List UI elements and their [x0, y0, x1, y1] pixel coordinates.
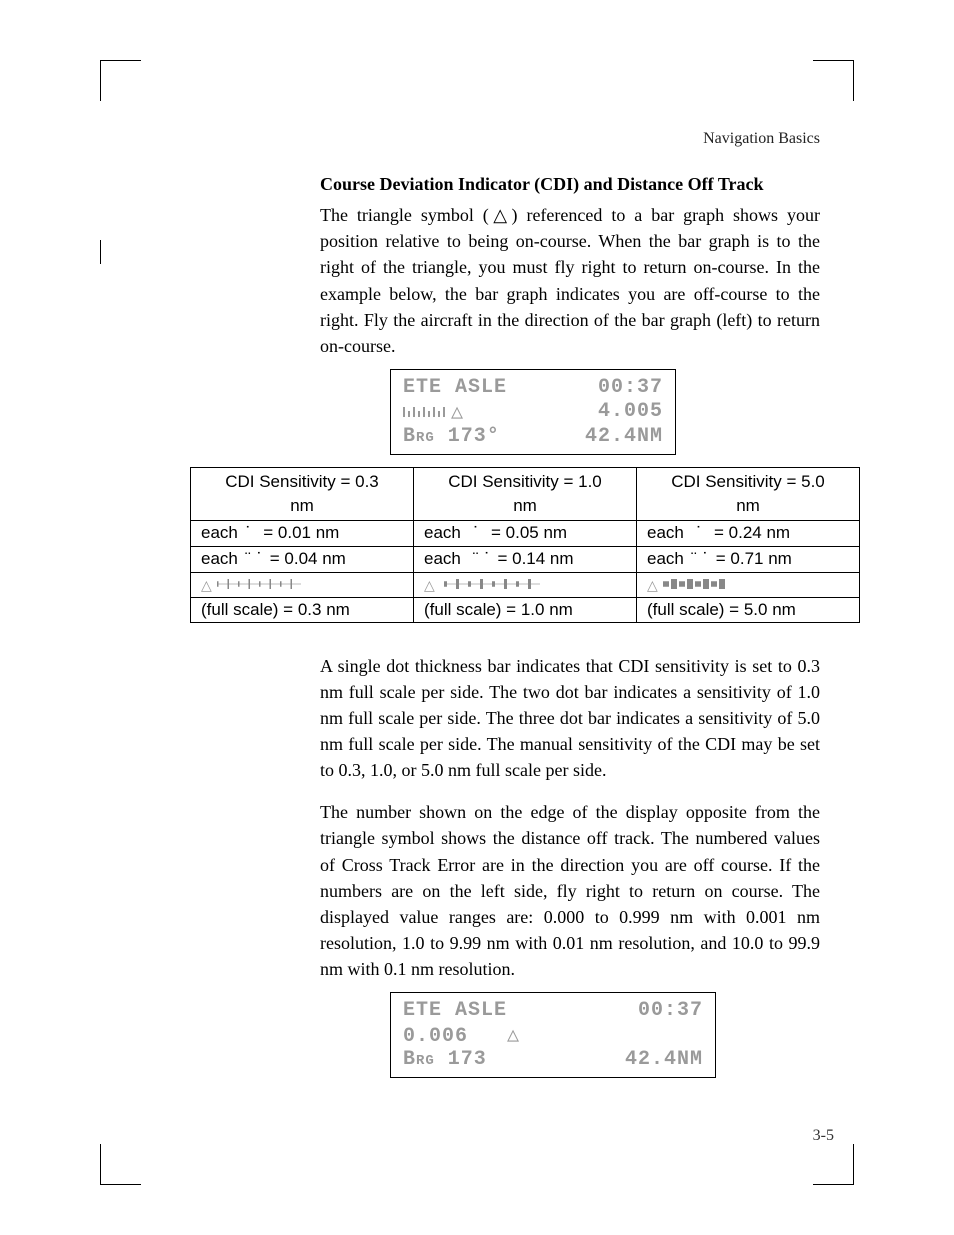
crop-mark-tl: [100, 60, 141, 101]
crop-mark-mid: [100, 240, 101, 264]
sens-col3-header: CDI Sensitivity = 5.0: [637, 467, 860, 494]
sens-c1-full: (full scale) = 0.3 nm: [191, 597, 414, 622]
para-3: The number shown on the edge of the disp…: [320, 799, 820, 982]
sens-c1-dot2: each ¨˙ = 0.04 nm: [191, 546, 414, 572]
lcd1-ete-value: 00:37: [598, 376, 663, 399]
cdi-bar-graph: [403, 407, 445, 417]
para-2: A single dot thickness bar indicates tha…: [320, 653, 820, 783]
sens-c3-bars: △: [637, 572, 860, 597]
sens-c3-dot2: each ¨˙ = 0.71 nm: [637, 546, 860, 572]
lcd1-dist-value: 42.4NM: [585, 425, 663, 448]
para-1: The triangle symbol (△) referenced to a …: [320, 202, 820, 359]
sens-c2-full: (full scale) = 1.0 nm: [414, 597, 637, 622]
sens-c3-dot1: each ˙ = 0.24 nm: [637, 520, 860, 546]
cdi-triangle-icon: △: [451, 399, 464, 425]
lcd1-brg-label: Brg 173°: [403, 425, 500, 448]
lcd1-ete-label: ETE ASLE: [403, 376, 507, 399]
page-number: 3-5: [813, 1127, 834, 1145]
section-title: Course Deviation Indicator (CDI) and Dis…: [320, 172, 820, 196]
sens-col3-unit: nm: [637, 494, 860, 521]
sens-col2-unit: nm: [414, 494, 637, 521]
lcd2-triangle-icon: △: [507, 1025, 520, 1048]
sens-c2-dot2: each ¨˙ = 0.14 nm: [414, 546, 637, 572]
sens-col2-header: CDI Sensitivity = 1.0: [414, 467, 637, 494]
sens-c1-bars: △: [191, 572, 414, 597]
crop-mark-tr: [813, 60, 854, 101]
lcd2-xte-value: 0.006: [403, 1025, 468, 1048]
lcd-display-1: ETE ASLE 00:37 △ 4.005 Brg 173° 42.4NM: [390, 369, 676, 455]
lcd2-ete-value: 00:37: [638, 999, 703, 1022]
sens-col1-header: CDI Sensitivity = 0.3: [191, 467, 414, 494]
sens-c1-dot1: each ˙ = 0.01 nm: [191, 520, 414, 546]
lcd1-xte-value: 4.005: [598, 400, 663, 423]
sens-c2-bars: △: [414, 572, 637, 597]
sens-c2-dot1: each ˙ = 0.05 nm: [414, 520, 637, 546]
sens-c3-full: (full scale) = 5.0 nm: [637, 597, 860, 622]
lcd-display-2: ETE ASLE 00:37 0.006 △ Brg 173 42.4NM: [390, 992, 716, 1078]
running-header: Navigation Basics: [120, 130, 820, 148]
sens-col1-unit: nm: [191, 494, 414, 521]
page-content: Navigation Basics Course Deviation Indic…: [120, 130, 820, 1090]
lcd2-brg-label: Brg 173: [403, 1048, 487, 1071]
lcd2-ete-label: ETE ASLE: [403, 999, 507, 1022]
crop-mark-br: [813, 1144, 854, 1185]
lcd2-dist-value: 42.4NM: [625, 1048, 703, 1071]
cdi-sensitivity-table: CDI Sensitivity = 0.3 CDI Sensitivity = …: [190, 467, 860, 623]
crop-mark-bl: [100, 1144, 141, 1185]
